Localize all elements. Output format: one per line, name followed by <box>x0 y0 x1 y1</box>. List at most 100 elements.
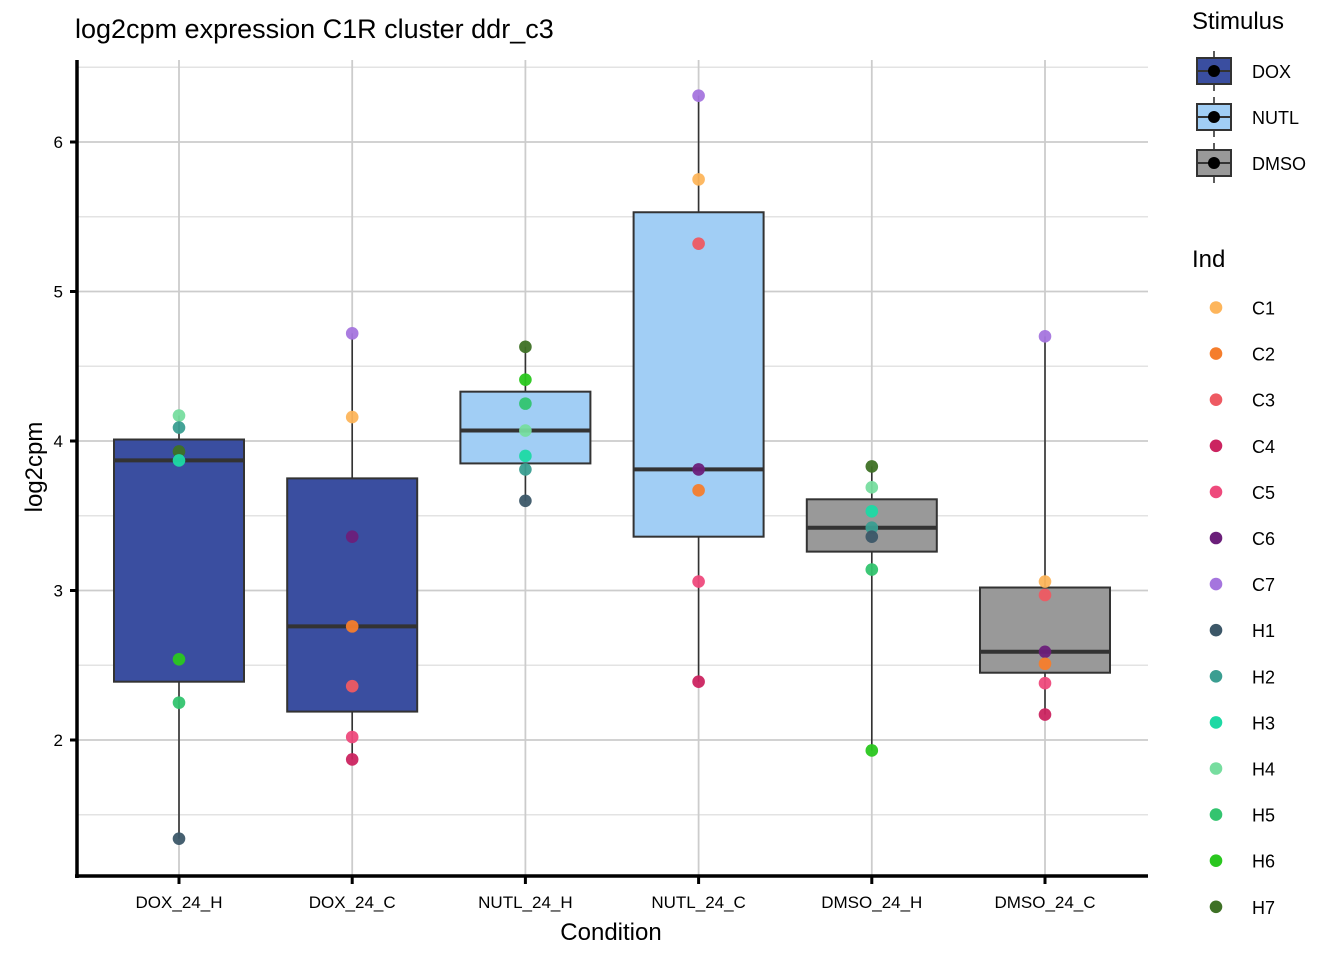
stimulus-legend-key-dox: DOX <box>1196 51 1291 91</box>
legend-point-icon <box>1209 577 1223 591</box>
x-tick-label: DOX_24_H <box>136 893 223 912</box>
x-tick-label: DMSO_24_C <box>994 893 1095 912</box>
legend-point-icon <box>1209 623 1223 637</box>
point-nutl-24-h-h6 <box>519 373 532 387</box>
legend-point-icon <box>1209 301 1223 314</box>
point-dmso-24-c-c3 <box>1038 588 1052 602</box>
point-dmso-24-h-h6 <box>865 744 879 757</box>
point-nutl-24-h-h3 <box>519 449 532 463</box>
boxes-layer <box>113 95 1111 839</box>
axes: 2 3 4 5 6 DOX_24_H DOX_24_C NUTL_24_H NUTL_24_C D… <box>54 60 1148 912</box>
ind-legend-label: H1 <box>1252 621 1275 641</box>
point-nutl-24-h-h1 <box>519 494 532 508</box>
point-dox-24-c-c3 <box>345 679 359 693</box>
point-dox-24-h-h3 <box>172 454 186 467</box>
point-dmso-24-c-c5 <box>1038 676 1052 690</box>
point-dmso-24-h-h2 <box>865 521 879 535</box>
y-tick-label: 6 <box>54 133 63 152</box>
legend-point-icon <box>1209 670 1223 683</box>
ind-legend-item-c4: C4 <box>1209 437 1275 457</box>
point-dox-24-h-h5 <box>172 696 186 709</box>
box-body <box>286 477 419 713</box>
ind-legend-item-h4: H4 <box>1209 760 1275 780</box>
point-nutl-24-c-c4 <box>692 675 705 688</box>
legend-point-icon <box>1209 854 1223 867</box>
stimulus-legend-title: Stimulus <box>1192 8 1284 35</box>
ind-legend-label: H5 <box>1252 806 1275 826</box>
legend-point-icon <box>1209 762 1223 775</box>
ind-legend-item-h2: H2 <box>1209 667 1275 687</box>
stimulus-legend: Stimulus DOX NUTL DMSO <box>1192 8 1306 183</box>
point-nutl-24-c-c2 <box>692 484 705 497</box>
point-nutl-24-h-h2 <box>519 463 532 476</box>
legend-dot <box>1208 157 1220 169</box>
ind-legend-item-h5: H5 <box>1209 806 1275 826</box>
point-dox-24-c-c4 <box>345 753 359 766</box>
legend-point-icon <box>1209 347 1223 360</box>
point-nutl-24-c-c7 <box>692 89 705 102</box>
point-nutl-24-h-h7 <box>519 340 532 354</box>
y-tick-label: 2 <box>54 731 63 750</box>
legend-point-icon <box>1209 439 1223 453</box>
legend-point-icon <box>1209 393 1223 407</box>
point-dmso-24-c-c1 <box>1038 575 1052 588</box>
ind-legend-item-h6: H6 <box>1209 852 1275 872</box>
ind-legend-label: C5 <box>1252 483 1275 503</box>
x-tick-label: DMSO_24_H <box>821 893 922 912</box>
ind-legend-label: H6 <box>1252 852 1275 872</box>
point-dox-24-h-h4 <box>172 409 186 422</box>
ind-legend-item-h3: H3 <box>1209 713 1275 733</box>
ind-legend-label: H7 <box>1252 898 1275 918</box>
point-dox-24-c-c7 <box>345 327 359 340</box>
ind-legend: Ind C1 C2 C3 C4 C5 C6 C7 H1 H2 H3 H4 H5 H6 H7 <box>1192 246 1275 918</box>
y-tick-label: 5 <box>54 283 63 302</box>
ind-legend-item-c5: C5 <box>1209 483 1275 503</box>
ind-legend-item-c3: C3 <box>1209 391 1275 411</box>
point-dox-24-c-c5 <box>345 730 359 744</box>
legend-point-icon <box>1209 716 1223 729</box>
ind-legend-title: Ind <box>1192 246 1225 273</box>
box-dox-24-c <box>286 333 419 760</box>
point-dox-24-c-c6 <box>345 530 359 543</box>
ind-legend-item-c6: C6 <box>1209 529 1275 549</box>
ind-legend-label: C6 <box>1252 529 1275 549</box>
x-tick-label: NUTL_24_H <box>478 893 573 912</box>
box-dmso-24-c <box>979 336 1111 715</box>
point-dmso-24-h-h5 <box>865 563 879 576</box>
point-dox-24-h-h1 <box>172 832 186 845</box>
points-layer <box>172 89 1052 845</box>
box-body <box>632 211 765 538</box>
ind-legend-item-h7: H7 <box>1209 898 1275 918</box>
stimulus-legend-label: DMSO <box>1252 154 1306 174</box>
point-dox-24-h-h2 <box>172 421 186 434</box>
point-dmso-24-c-c2 <box>1038 657 1052 671</box>
chart-title: log2cpm expression C1R cluster ddr_c3 <box>75 14 554 44</box>
y-axis-title: log2cpm <box>21 422 48 513</box>
ind-legend-item-c1: C1 <box>1209 299 1275 319</box>
ind-legend-label: C2 <box>1252 345 1275 365</box>
y-tick-label: 4 <box>54 432 63 451</box>
ind-legend-label: H3 <box>1252 713 1275 733</box>
stimulus-legend-label: DOX <box>1252 62 1291 82</box>
box-nutl-24-c <box>632 95 765 682</box>
point-dox-24-h-h6 <box>172 652 186 666</box>
point-dox-24-c-c1 <box>345 410 359 424</box>
legend-point-icon <box>1209 808 1223 821</box>
point-dox-24-h-h7 <box>172 445 186 458</box>
ind-legend-item-c7: C7 <box>1209 575 1275 595</box>
legend-point-icon <box>1209 900 1223 914</box>
point-nutl-24-h-h5 <box>519 397 532 410</box>
point-nutl-24-c-c1 <box>692 173 705 186</box>
ind-legend-label: C3 <box>1252 391 1275 411</box>
stimulus-legend-key-dmso: DMSO <box>1196 143 1306 183</box>
legend-dot <box>1208 65 1220 77</box>
point-dmso-24-c-c4 <box>1038 708 1052 721</box>
legend-point-icon <box>1209 485 1223 499</box>
ind-legend-item-h1: H1 <box>1209 621 1275 641</box>
point-nutl-24-h-h4 <box>519 424 532 437</box>
point-dmso-24-c-c6 <box>1038 645 1052 659</box>
point-dmso-24-h-h7 <box>865 460 879 473</box>
box-nutl-24-h <box>459 346 592 501</box>
ind-legend-label: H2 <box>1252 667 1275 687</box>
x-tick-label: DOX_24_C <box>309 893 396 912</box>
